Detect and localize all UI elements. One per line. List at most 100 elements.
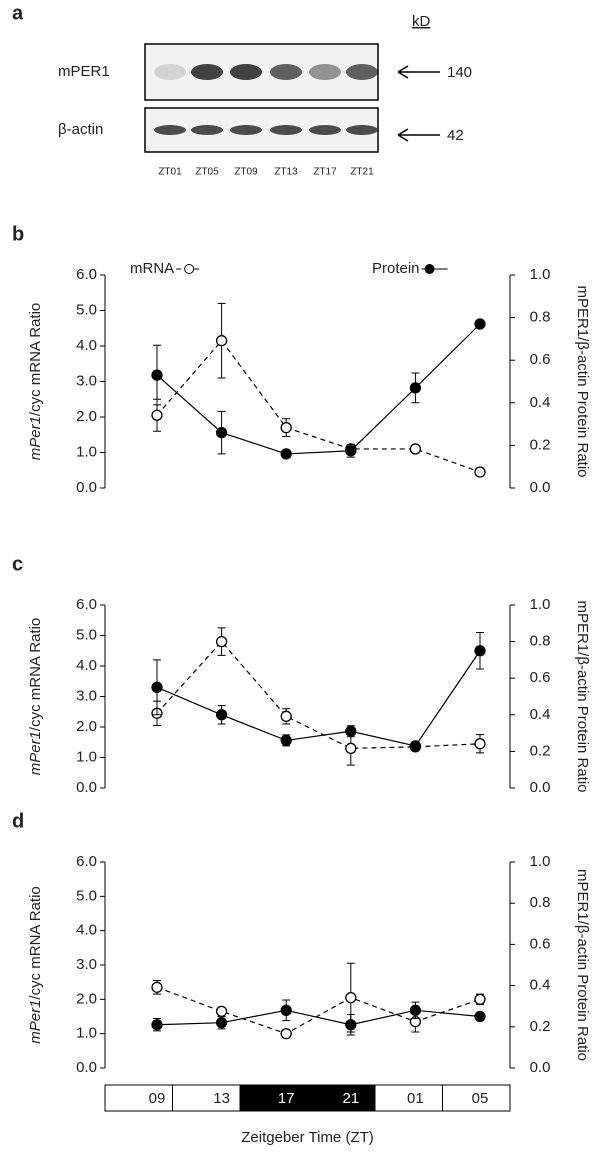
series-line <box>156 640 481 749</box>
blot-band <box>230 125 262 135</box>
x-axis-label: Zeitgeber Time (ZT) <box>241 1129 374 1146</box>
data-point <box>215 426 228 439</box>
phase-cell <box>239 1084 308 1112</box>
y2-tick-label: 0.8 <box>530 633 551 650</box>
y2-tick-label: 0.6 <box>530 351 551 368</box>
lane-label: ZT17 <box>313 167 337 178</box>
y-tick-label: 1.0 <box>76 443 97 460</box>
y-axis-label-italic: mPer1 <box>27 731 44 775</box>
data-point <box>151 409 163 421</box>
y-tick-label: 2.0 <box>76 408 97 425</box>
blot-band <box>270 125 302 135</box>
y-axis-label-italic: mPer1 <box>27 416 44 460</box>
panel-label: d <box>12 810 24 832</box>
blot-band <box>154 64 186 80</box>
y-tick-label: 3.0 <box>76 372 97 389</box>
x-tick-label: 13 <box>213 1090 230 1107</box>
blot-size: 140 <box>447 64 472 81</box>
y2-tick-label: 0.2 <box>530 436 551 453</box>
data-point <box>151 1019 163 1031</box>
unit-label: kD <box>412 13 431 30</box>
data-point <box>345 445 357 457</box>
y2-tick-label: 0.6 <box>530 935 551 952</box>
data-point <box>345 725 357 737</box>
y-tick-label: 0.0 <box>76 1059 97 1076</box>
series-line <box>156 339 481 473</box>
blot-band <box>346 125 378 135</box>
data-point <box>280 421 292 434</box>
y-tick-label: 5.0 <box>76 626 97 643</box>
y2-tick-label: 0.0 <box>530 1059 551 1076</box>
blot-band <box>230 64 262 80</box>
y-tick-label: 5.0 <box>76 301 97 318</box>
y-axis-label-rest: /cyc mRNA Ratio <box>27 618 44 731</box>
y-tick-label: 2.0 <box>76 718 97 735</box>
y-axis-label-rest: /cyc mRNA Ratio <box>27 886 44 999</box>
blot-size: 42 <box>447 127 464 144</box>
data-point <box>474 1010 486 1023</box>
blot-band <box>191 125 223 135</box>
data-point <box>215 1017 228 1029</box>
y-tick-label: 3.0 <box>76 956 97 973</box>
panel-label: b <box>12 223 24 245</box>
blot-band <box>309 64 341 80</box>
data-point <box>345 991 357 1004</box>
y-tick-label: 1.0 <box>76 748 97 765</box>
y2-tick-label: 0.4 <box>530 706 551 723</box>
y-tick-label: 2.0 <box>76 990 97 1007</box>
data-point <box>151 369 163 381</box>
series-line <box>156 986 481 1035</box>
data-point <box>474 318 486 330</box>
phase-cell <box>307 1084 376 1112</box>
y-axis-label-rest: /cyc mRNA Ratio <box>27 303 44 416</box>
blot-band <box>270 64 302 80</box>
lane-label: ZT09 <box>234 167 258 178</box>
y-axis-label: mPer1/cyc mRNA Ratio <box>27 618 44 776</box>
y2-tick-label: 0.8 <box>530 894 551 911</box>
x-tick-label: 01 <box>407 1090 424 1107</box>
data-point <box>474 645 486 657</box>
y-tick-label: 5.0 <box>76 887 97 904</box>
blot-row-label: β-actin <box>58 121 103 138</box>
blot-band <box>346 64 378 80</box>
data-point <box>409 382 422 394</box>
data-point <box>409 1004 422 1016</box>
blot-row-label: mPER1 <box>58 63 110 80</box>
blot-band <box>309 125 341 135</box>
legend-label: mRNA <box>130 260 174 277</box>
data-point <box>280 1004 292 1016</box>
y2-tick-label: 1.0 <box>530 853 551 870</box>
data-point <box>280 734 292 747</box>
y2-tick-label: 0.2 <box>530 1018 551 1035</box>
data-point <box>474 738 486 750</box>
arrows <box>397 65 440 142</box>
y2-tick-label: 1.0 <box>530 596 551 613</box>
phase-cell <box>374 1084 443 1112</box>
data-point <box>215 1005 228 1017</box>
y-tick-label: 6.0 <box>76 266 97 283</box>
y-tick-label: 4.0 <box>76 657 97 674</box>
data-point <box>215 635 228 648</box>
y-tick-label: 0.0 <box>76 479 97 496</box>
legend-marker <box>184 264 195 274</box>
y2-axis-label: mPER1/β-actin Protein Ratio <box>574 600 591 792</box>
lane-label: ZT21 <box>350 167 374 178</box>
y2-axis-label: mPER1/β-actin Protein Ratio <box>574 285 591 477</box>
y2-tick-label: 1.0 <box>530 266 551 283</box>
y-axis-label: mPer1/cyc mRNA Ratio <box>27 886 44 1044</box>
blot-band <box>154 125 186 135</box>
data-point <box>474 466 486 478</box>
data-point <box>345 1019 357 1031</box>
lane-label: ZT01 <box>158 167 182 178</box>
x-tick-label: 09 <box>149 1090 166 1107</box>
phase-cell <box>104 1084 173 1112</box>
y2-tick-label: 0.0 <box>530 479 551 496</box>
x-tick-label: 17 <box>278 1090 295 1107</box>
data-point <box>151 981 163 993</box>
y-tick-label: 4.0 <box>76 922 97 939</box>
data-point <box>474 993 486 1005</box>
panel-label: c <box>12 553 23 575</box>
data-point <box>280 448 292 460</box>
y2-axis-label: mPER1/β-actin Protein Ratio <box>574 869 591 1061</box>
